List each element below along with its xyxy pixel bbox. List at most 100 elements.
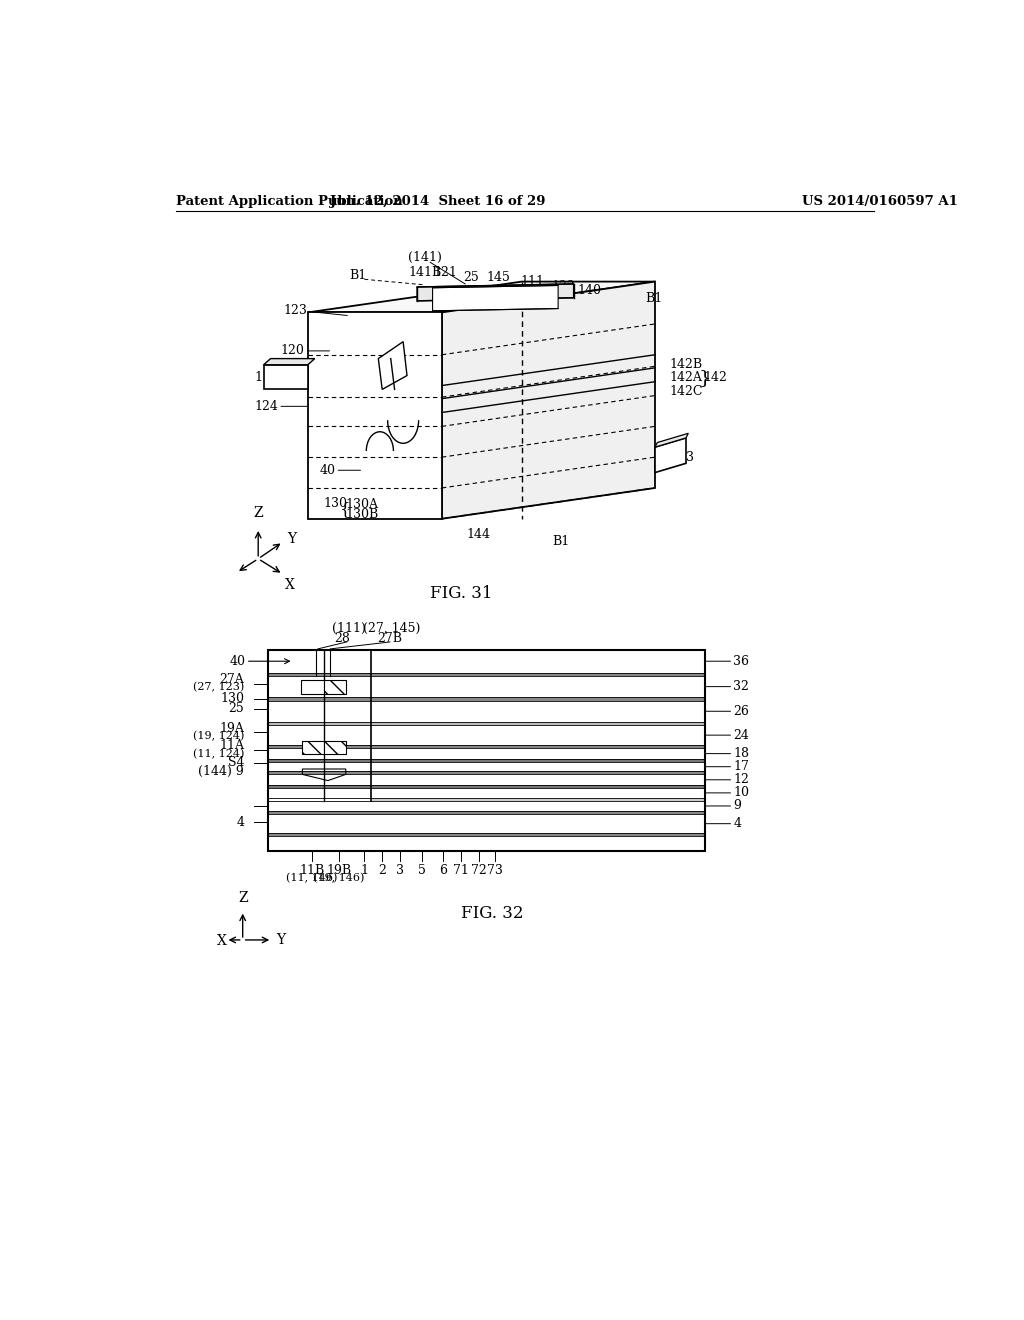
Text: 72: 72 [471, 863, 487, 876]
Bar [267, 748, 371, 759]
Bar [267, 725, 371, 744]
Polygon shape [432, 285, 558, 312]
Polygon shape [263, 364, 308, 389]
Text: }: } [698, 368, 711, 387]
Text: 11B: 11B [299, 863, 325, 876]
Bar [267, 649, 706, 673]
Bar [267, 744, 371, 748]
Text: 11A: 11A [219, 739, 245, 752]
Bar [267, 788, 706, 797]
Bar [267, 797, 706, 800]
Text: 40: 40 [229, 655, 290, 668]
Text: 123: 123 [283, 304, 347, 317]
Text: (19, 146): (19, 146) [313, 873, 365, 883]
Text: 27A: 27A [219, 673, 245, 686]
Bar [267, 759, 371, 762]
Polygon shape [263, 359, 314, 364]
Text: 141B: 141B [409, 265, 441, 279]
Text: 130: 130 [324, 496, 347, 510]
Text: 40: 40 [319, 463, 360, 477]
Text: (11, 146): (11, 146) [286, 873, 337, 883]
Text: 12: 12 [706, 774, 750, 787]
Text: 4: 4 [706, 817, 741, 830]
Bar [267, 701, 706, 722]
Text: B1: B1 [553, 536, 570, 548]
Text: 140: 140 [578, 284, 601, 297]
Bar [267, 649, 371, 673]
Text: Jun. 12, 2014  Sheet 16 of 29: Jun. 12, 2014 Sheet 16 of 29 [331, 195, 546, 209]
Text: 142: 142 [703, 371, 727, 384]
Bar [302, 742, 324, 754]
Text: B1: B1 [646, 292, 663, 305]
Text: 36: 36 [706, 655, 750, 668]
Text: 130: 130 [220, 693, 245, 705]
Text: Z: Z [253, 507, 263, 520]
Bar [267, 744, 706, 748]
Text: (11, 124): (11, 124) [193, 748, 245, 759]
Text: B1: B1 [349, 269, 367, 282]
Bar [267, 673, 371, 676]
Text: 9: 9 [706, 800, 741, 813]
Bar [267, 775, 706, 785]
Bar [267, 800, 706, 812]
Polygon shape [442, 281, 655, 519]
Bar [267, 833, 706, 836]
Text: 18: 18 [706, 747, 750, 760]
Text: Y: Y [276, 933, 285, 946]
Text: 112: 112 [254, 371, 308, 384]
Text: 2: 2 [378, 863, 386, 876]
Bar [324, 742, 346, 754]
Bar [267, 788, 371, 800]
Text: (141): (141) [408, 251, 441, 264]
Text: (111): (111) [332, 622, 366, 635]
Text: 124: 124 [254, 400, 308, 413]
Text: Patent Application Publication: Patent Application Publication [176, 195, 402, 209]
Bar [324, 681, 346, 693]
Text: 27B: 27B [378, 631, 402, 644]
Text: {: { [340, 502, 350, 517]
Text: US 2014/0160597 A1: US 2014/0160597 A1 [802, 195, 958, 209]
Bar [267, 722, 706, 725]
Text: Y: Y [288, 532, 297, 545]
Text: 4: 4 [237, 816, 245, 829]
Text: 142C: 142C [669, 385, 702, 399]
Bar [267, 697, 371, 701]
Text: (27, 123): (27, 123) [193, 682, 245, 693]
Text: 19A: 19A [219, 722, 245, 735]
Bar [267, 676, 706, 697]
Bar [267, 725, 706, 744]
Text: 144: 144 [467, 528, 490, 541]
Bar [267, 759, 706, 762]
Text: 71: 71 [454, 863, 469, 876]
Text: X: X [217, 933, 226, 948]
Text: FIG. 31: FIG. 31 [430, 585, 493, 602]
Text: 121: 121 [433, 265, 458, 279]
Text: 130B: 130B [345, 508, 378, 520]
Polygon shape [308, 313, 442, 519]
Text: 5: 5 [418, 863, 426, 876]
Text: 122: 122 [552, 280, 575, 293]
Text: 145: 145 [486, 271, 511, 284]
Text: 73: 73 [487, 863, 503, 876]
Text: 25: 25 [463, 271, 478, 284]
Text: 10: 10 [706, 787, 750, 800]
Text: (27, 145): (27, 145) [362, 622, 420, 635]
Text: 142B: 142B [669, 358, 702, 371]
Text: S4: S4 [227, 756, 245, 770]
Bar [267, 771, 371, 775]
Text: Z: Z [238, 891, 248, 904]
Bar [267, 836, 706, 851]
Polygon shape [378, 342, 407, 389]
Text: 111: 111 [520, 275, 544, 288]
Text: X: X [286, 578, 295, 593]
Polygon shape [417, 284, 573, 301]
Text: 25: 25 [228, 702, 245, 715]
Bar [267, 762, 371, 771]
Text: 130A: 130A [345, 499, 378, 511]
Polygon shape [655, 433, 688, 447]
Text: (19, 124): (19, 124) [193, 731, 245, 741]
Text: 19B: 19B [327, 863, 351, 876]
Text: 17: 17 [706, 760, 750, 774]
Bar [267, 676, 371, 697]
Bar [267, 649, 706, 851]
